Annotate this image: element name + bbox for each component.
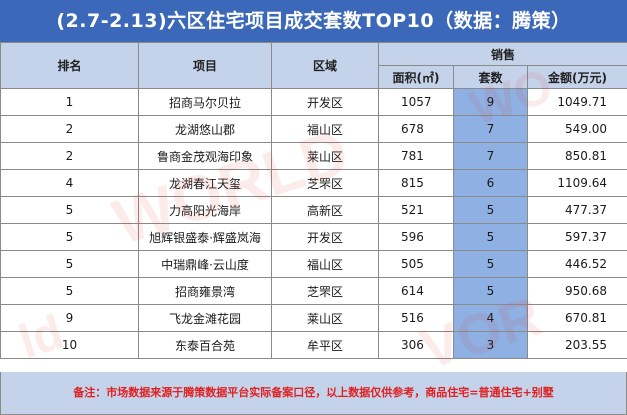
rank-cell: 4 <box>0 169 139 197</box>
project-cell: 东泰百合苑 <box>138 331 272 359</box>
district-cell: 牟平区 <box>271 331 379 359</box>
project-cell: 中瑞鼎峰·云山度 <box>138 250 272 278</box>
amount-cell: 446.52 <box>526 250 627 278</box>
footnote: 备注：市场数据来源于腾策数据平台实际备案口径，以上数据仅供参考，商品住宅=普通住… <box>0 372 627 415</box>
project-cell: 招商雍景湾 <box>138 277 272 305</box>
units-cell: 7 <box>453 115 528 143</box>
district-cell: 芝罘区 <box>271 169 379 197</box>
project-cell: 旭辉银盛泰·辉盛岚海 <box>138 223 272 251</box>
table-row: 2 龙湖悠山郡 福山区 678 7 549.00 <box>0 115 627 143</box>
table-row: 5 力高阳光海岸 高新区 521 5 477.37 <box>0 196 627 224</box>
table-row: 5 中瑞鼎峰·云山度 福山区 505 5 446.52 <box>0 250 627 278</box>
units-cell: 5 <box>453 277 528 305</box>
units-cell: 5 <box>453 250 528 278</box>
area-cell: 1057 <box>378 88 454 116</box>
table-row: 5 招商雍景湾 芝罘区 614 5 950.68 <box>0 277 627 305</box>
amount-cell: 1109.64 <box>526 169 627 197</box>
amount-cell: 670.81 <box>526 304 627 332</box>
rank-cell: 2 <box>0 115 139 143</box>
project-cell: 力高阳光海岸 <box>138 196 272 224</box>
units-cell: 9 <box>453 88 528 116</box>
area-cell: 306 <box>378 331 454 359</box>
header-rank: 排名 <box>0 42 139 89</box>
rank-cell: 9 <box>0 304 139 332</box>
project-cell: 龙湖春江天玺 <box>138 169 272 197</box>
units-cell: 3 <box>453 331 528 359</box>
rank-cell: 5 <box>0 250 139 278</box>
header-units: 套数 <box>453 65 528 89</box>
amount-cell: 850.81 <box>526 142 627 170</box>
rank-cell: 5 <box>0 196 139 224</box>
district-cell: 高新区 <box>271 196 379 224</box>
units-cell: 7 <box>453 142 528 170</box>
rank-cell: 5 <box>0 277 139 305</box>
district-cell: 福山区 <box>271 115 379 143</box>
project-cell: 龙湖悠山郡 <box>138 115 272 143</box>
amount-cell: 1049.71 <box>526 88 627 116</box>
district-cell: 芝罘区 <box>271 277 379 305</box>
district-cell: 开发区 <box>271 88 379 116</box>
units-cell: 5 <box>453 196 528 224</box>
page-title: (2.7-2.13)六区住宅项目成交套数TOP10（数据：腾策） <box>0 0 627 42</box>
district-cell: 开发区 <box>271 223 379 251</box>
rank-cell: 1 <box>0 88 139 116</box>
units-cell: 6 <box>453 169 528 197</box>
table-row: 4 龙湖春江天玺 芝罘区 815 6 1109.64 <box>0 169 627 197</box>
units-cell: 5 <box>453 223 528 251</box>
amount-cell: 950.68 <box>526 277 627 305</box>
project-cell: 飞龙金滩花园 <box>138 304 272 332</box>
ranking-table: 排名 项目 区域 销售 面积(㎡) 套数 金额(万元) 1 招商马尔贝拉 开发区 10… <box>0 42 627 359</box>
amount-cell: 597.37 <box>526 223 627 251</box>
units-cell: 4 <box>453 304 528 332</box>
table-row: 9 飞龙金滩花园 莱山区 516 4 670.81 <box>0 304 627 332</box>
area-cell: 614 <box>378 277 454 305</box>
area-cell: 505 <box>378 250 454 278</box>
header-sales-group: 销售 <box>377 42 627 66</box>
table-row: 2 鲁商金茂观海印象 莱山区 781 7 850.81 <box>0 142 627 170</box>
area-cell: 781 <box>378 142 454 170</box>
area-cell: 521 <box>378 196 454 224</box>
area-cell: 596 <box>378 223 454 251</box>
amount-cell: 203.55 <box>526 331 627 359</box>
district-cell: 莱山区 <box>271 304 379 332</box>
project-cell: 鲁商金茂观海印象 <box>138 142 272 170</box>
table-row: 5 旭辉银盛泰·辉盛岚海 开发区 596 5 597.37 <box>0 223 627 251</box>
rank-cell: 5 <box>0 223 139 251</box>
area-cell: 815 <box>378 169 454 197</box>
header-area: 面积(㎡) <box>378 65 454 89</box>
rank-cell: 10 <box>0 331 139 359</box>
area-cell: 678 <box>378 115 454 143</box>
amount-cell: 549.00 <box>526 115 627 143</box>
table-body: 1 招商马尔贝拉 开发区 1057 9 1049.71 2 龙湖悠山郡 福山区 678 7 549.0… <box>0 88 627 359</box>
rank-cell: 2 <box>0 142 139 170</box>
district-cell: 莱山区 <box>271 142 379 170</box>
area-cell: 516 <box>378 304 454 332</box>
header-amount: 金额(万元) <box>526 65 627 89</box>
project-cell: 招商马尔贝拉 <box>138 88 272 116</box>
district-cell: 福山区 <box>271 250 379 278</box>
header-project: 项目 <box>138 42 272 89</box>
table-row: 10 东泰百合苑 牟平区 306 3 203.55 <box>0 331 627 359</box>
table-row: 1 招商马尔贝拉 开发区 1057 9 1049.71 <box>0 88 627 116</box>
header-district: 区域 <box>271 42 379 89</box>
amount-cell: 477.37 <box>526 196 627 224</box>
